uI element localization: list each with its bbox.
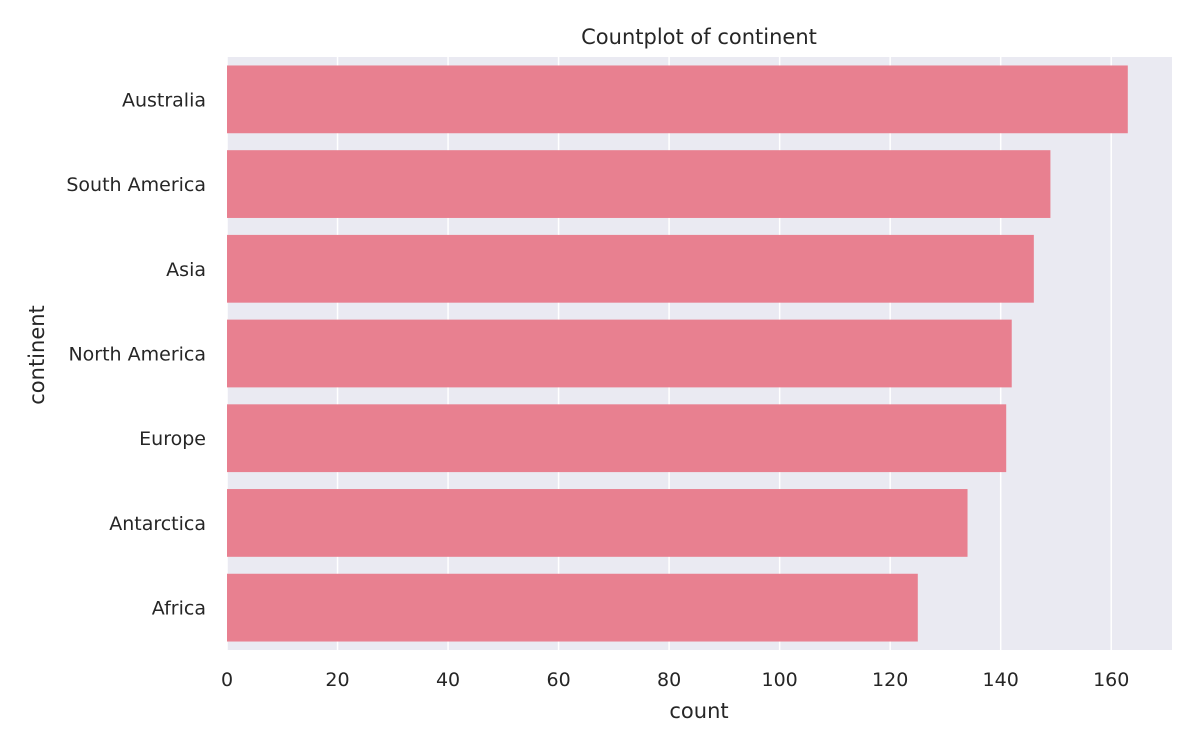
bar-europe xyxy=(227,404,1007,473)
bar-antarctica xyxy=(227,489,968,557)
bar-australia xyxy=(227,65,1128,134)
x-tick-label: 20 xyxy=(325,669,349,691)
chart-title: Countplot of continent xyxy=(581,25,817,49)
x-tick-labels: 0 20 40 60 80 100 120 140 160 xyxy=(221,669,1129,691)
y-tick-label: North America xyxy=(68,344,206,366)
y-tick-label: South America xyxy=(66,174,206,196)
x-tick-label: 0 xyxy=(221,669,233,691)
x-tick-label: 140 xyxy=(983,669,1019,691)
y-tick-label: Australia xyxy=(122,89,206,111)
bars xyxy=(227,65,1128,642)
y-axis-label: continent xyxy=(25,305,49,405)
x-tick-label: 60 xyxy=(546,669,570,691)
x-tick-label: 80 xyxy=(657,669,681,691)
x-axis-label: count xyxy=(669,699,728,723)
y-tick-label: Antarctica xyxy=(109,513,206,535)
x-tick-label: 100 xyxy=(761,669,797,691)
bar-africa xyxy=(227,573,918,642)
x-tick-label: 160 xyxy=(1093,669,1129,691)
y-tick-label: Europe xyxy=(139,428,206,450)
bar-south-america xyxy=(227,150,1051,218)
bar-asia xyxy=(227,234,1034,303)
y-tick-label: Africa xyxy=(152,598,206,620)
y-tick-label: Asia xyxy=(166,259,206,281)
y-tick-labels: Australia South America Asia North America E… xyxy=(66,89,206,619)
x-tick-label: 40 xyxy=(436,669,460,691)
x-tick-label: 120 xyxy=(872,669,908,691)
bar-north-america xyxy=(227,319,1012,388)
